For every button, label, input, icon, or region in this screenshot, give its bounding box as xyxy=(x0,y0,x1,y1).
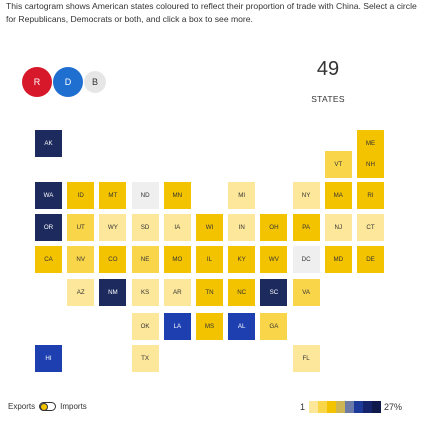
state-tile-nd[interactable]: ND xyxy=(131,182,159,209)
state-tile-nc[interactable]: NC xyxy=(228,279,256,306)
state-tile-id[interactable]: ID xyxy=(67,182,95,209)
state-tile-pa[interactable]: PA xyxy=(292,214,320,241)
democrats-filter-label: D xyxy=(64,77,72,87)
trade-direction-legend: Exports Imports xyxy=(8,402,87,411)
state-tile-dc[interactable]: DC xyxy=(292,246,320,273)
republicans-filter-button[interactable]: R xyxy=(22,67,52,97)
state-count-label: STATES xyxy=(311,94,345,104)
scale-swatch xyxy=(318,401,328,413)
state-tile-or[interactable]: OR xyxy=(35,214,62,241)
state-tile-nm[interactable]: NM xyxy=(99,279,127,306)
state-tile-ut[interactable]: UT xyxy=(67,214,95,241)
state-tile-mo[interactable]: MO xyxy=(163,246,191,273)
state-tile-sd[interactable]: SD xyxy=(131,214,159,241)
state-tile-co[interactable]: CO xyxy=(99,246,127,273)
state-tile-wi[interactable]: WI xyxy=(196,214,223,241)
state-tile-ga[interactable]: GA xyxy=(260,313,288,340)
state-tile-tn[interactable]: TN xyxy=(196,279,223,306)
state-tile-ri[interactable]: RI xyxy=(357,182,384,209)
state-tile-oh[interactable]: OH xyxy=(260,214,288,241)
imports-label: Imports xyxy=(60,402,87,411)
state-tile-ok[interactable]: OK xyxy=(131,313,159,340)
state-count: 49 xyxy=(316,58,340,80)
state-tile-wv[interactable]: WV xyxy=(260,246,288,273)
state-tile-ky[interactable]: KY xyxy=(228,246,256,273)
state-tile-tx[interactable]: TX xyxy=(131,345,159,372)
scale-swatch xyxy=(336,401,346,413)
scale-swatch xyxy=(372,401,382,413)
state-tile-mn[interactable]: MN xyxy=(163,182,191,209)
state-tile-al[interactable]: AL xyxy=(228,313,256,340)
state-tile-ct[interactable]: CT xyxy=(357,214,384,241)
exports-imports-toggle[interactable] xyxy=(39,402,57,411)
scale-min-label: 1 xyxy=(300,402,306,412)
democrats-filter-button[interactable]: D xyxy=(53,67,83,97)
state-tile-vt[interactable]: VT xyxy=(324,151,352,178)
state-tile-ne[interactable]: NE xyxy=(131,246,159,273)
state-tile-nj[interactable]: NJ xyxy=(324,214,352,241)
state-tile-wy[interactable]: WY xyxy=(99,214,127,241)
both-filter-label: B xyxy=(91,77,98,87)
state-tile-ms[interactable]: MS xyxy=(196,313,223,340)
state-tile-in[interactable]: IN xyxy=(228,214,256,241)
state-tile-de[interactable]: DE xyxy=(357,246,384,273)
state-tile-ak[interactable]: AK xyxy=(35,130,62,157)
scale-swatch xyxy=(354,401,364,413)
scale-swatch xyxy=(309,401,319,413)
state-tile-la[interactable]: LA xyxy=(163,313,191,340)
scale-max-label: 27% xyxy=(384,402,403,412)
scale-swatch xyxy=(363,401,373,413)
republicans-filter-label: R xyxy=(33,77,41,87)
exports-label: Exports xyxy=(8,402,36,411)
state-tile-mt[interactable]: MT xyxy=(99,182,127,209)
intro-text: This cartogram shows American states col… xyxy=(6,1,417,24)
scale-swatch xyxy=(345,401,355,413)
state-tile-il[interactable]: IL xyxy=(196,246,223,273)
state-tile-ks[interactable]: KS xyxy=(131,279,159,306)
state-tile-mi[interactable]: MI xyxy=(228,182,256,209)
color-scale-bar xyxy=(309,401,382,413)
state-tile-fl[interactable]: FL xyxy=(292,345,320,372)
state-tile-va[interactable]: VA xyxy=(292,279,320,306)
state-tile-md[interactable]: MD xyxy=(324,246,352,273)
state-tile-ar[interactable]: AR xyxy=(163,279,191,306)
scale-swatch xyxy=(327,401,337,413)
state-tile-nh[interactable]: NH xyxy=(357,151,384,178)
state-tile-az[interactable]: AZ xyxy=(67,279,95,306)
toggle-knob-icon xyxy=(39,402,48,411)
state-tile-ia[interactable]: IA xyxy=(163,214,191,241)
state-tile-sc[interactable]: SC xyxy=(260,279,288,306)
state-tile-ca[interactable]: CA xyxy=(35,246,62,273)
state-tile-nv[interactable]: NV xyxy=(67,246,95,273)
state-tile-hi[interactable]: HI xyxy=(35,345,62,372)
both-filter-button[interactable]: B xyxy=(84,71,106,93)
state-tile-wa[interactable]: WA xyxy=(35,182,62,209)
state-tile-ny[interactable]: NY xyxy=(292,182,320,209)
state-tile-ma[interactable]: MA xyxy=(324,182,352,209)
color-scale-legend: 1 27% xyxy=(300,401,402,413)
